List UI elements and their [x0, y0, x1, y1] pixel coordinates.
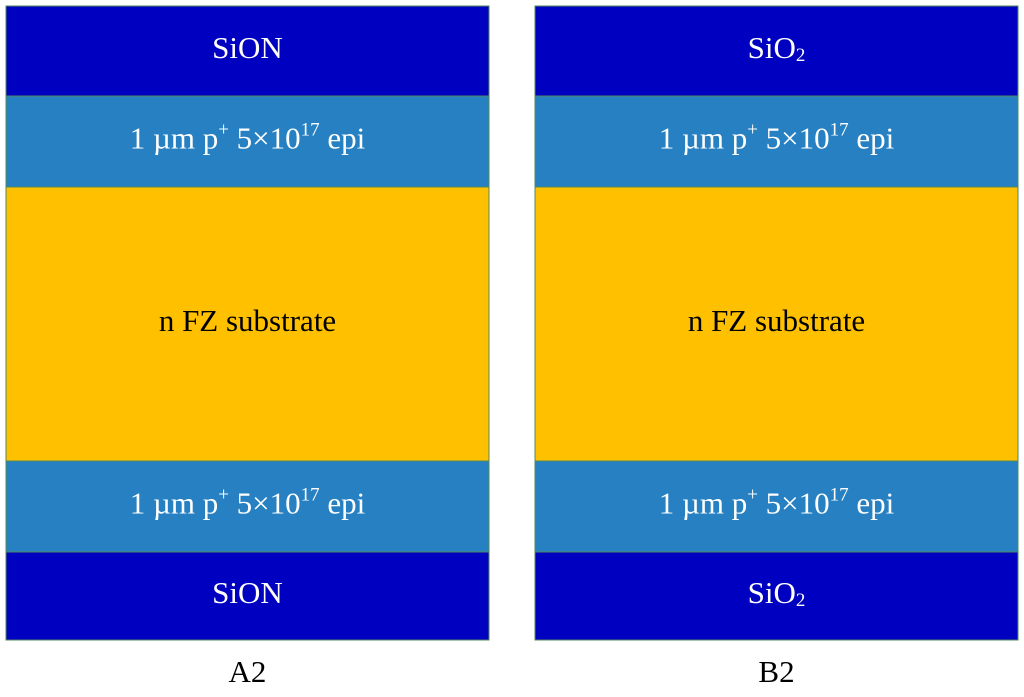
layer [5, 186, 490, 462]
label-part: SiO [748, 575, 796, 610]
label-part: 17 [830, 485, 849, 506]
label-part: + [218, 485, 229, 506]
label-part: 2 [796, 45, 806, 66]
label-part: 2 [796, 590, 806, 611]
layer-label: 1 µm p+ 5×1017 epi [659, 120, 895, 156]
label-part: epi [320, 121, 366, 156]
label-part: 1 µm p [130, 121, 218, 156]
label-part: 5×10 [229, 121, 301, 156]
label-part: + [747, 485, 758, 506]
label-part: 17 [301, 120, 320, 141]
layer-label: 1 µm p+ 5×1017 epi [659, 485, 895, 521]
label-part: + [218, 120, 229, 141]
layer [534, 460, 1019, 553]
layer [534, 551, 1019, 641]
layer-label: 1 µm p+ 5×1017 epi [130, 120, 366, 156]
layer [534, 95, 1019, 188]
label-part: n FZ substrate [688, 303, 865, 338]
layer-label: 1 µm p+ 5×1017 epi [130, 485, 366, 521]
label-part: 1 µm p [659, 486, 747, 521]
layer [5, 551, 490, 641]
label-part: 5×10 [229, 486, 301, 521]
label-part: 1 µm p [659, 121, 747, 156]
label-part: 17 [830, 120, 849, 141]
layer-label: SiON [212, 575, 283, 610]
label-part: epi [320, 486, 366, 521]
label-part: SiON [212, 575, 283, 610]
layer [5, 5, 490, 97]
label-part: SiON [212, 30, 283, 65]
layer-label: SiO2 [748, 30, 806, 66]
label-part: + [747, 120, 758, 141]
label-part: n FZ substrate [159, 303, 336, 338]
label-part: 5×10 [758, 486, 830, 521]
layer-label: SiON [212, 30, 283, 65]
layer-label: n FZ substrate [159, 303, 336, 338]
label-part: SiO [748, 30, 796, 65]
label-part: epi [849, 486, 895, 521]
panel-caption: A2 [229, 654, 267, 689]
layer-label: SiO2 [748, 575, 806, 611]
layer-label: n FZ substrate [688, 303, 865, 338]
layer [534, 5, 1019, 97]
layer [5, 95, 490, 188]
label-part: 1 µm p [130, 486, 218, 521]
layer [5, 460, 490, 553]
label-part: epi [849, 121, 895, 156]
label-part: 5×10 [758, 121, 830, 156]
label-part: 17 [301, 485, 320, 506]
panel-caption: B2 [758, 654, 794, 689]
